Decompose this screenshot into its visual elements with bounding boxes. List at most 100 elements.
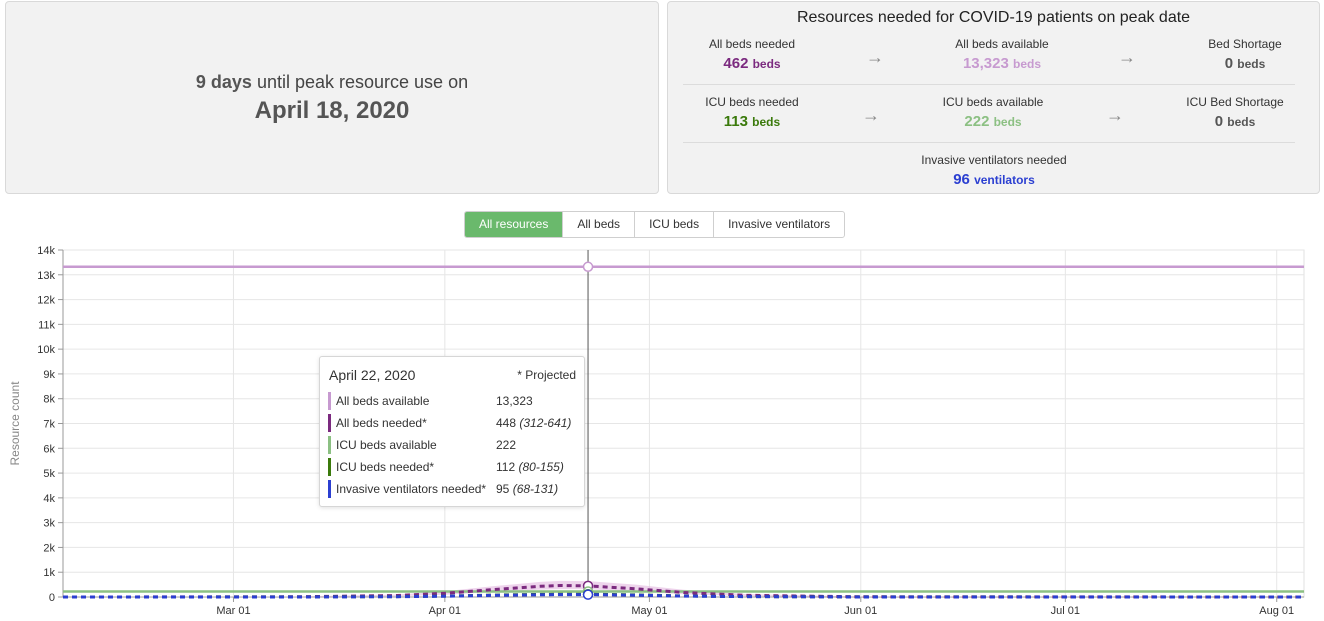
all-beds-needed: All beds needed 462 beds <box>652 37 852 72</box>
icu-beds-needed-number: 113 <box>723 113 748 130</box>
tooltip-value-range: (68-131) <box>512 482 559 496</box>
icu-beds-needed-unit: beds <box>752 115 781 129</box>
y-tick-label: 10k <box>37 344 55 356</box>
divider <box>683 142 1295 143</box>
all-beds-available-number: 13,323 <box>962 55 1009 72</box>
y-tick-label: 6k <box>43 443 55 455</box>
x-tick-label: May 01 <box>631 605 667 617</box>
icu-bed-shortage-label: ICU Bed Shortage <box>1186 95 1284 109</box>
bed-shortage-label: Bed Shortage <box>1208 37 1282 51</box>
tooltip-series-value: 222 <box>496 438 516 452</box>
x-tick-label: Apr 01 <box>429 605 461 617</box>
arrow-right-icon: → <box>1106 105 1124 125</box>
all-beds-available-unit: beds <box>1013 57 1042 71</box>
all-beds-needed-number: 462 <box>723 55 749 72</box>
tooltip-series-name: ICU beds available <box>336 438 437 452</box>
all-beds-available-label: All beds available <box>955 37 1049 51</box>
resource-tabs: All resources All beds ICU beds Invasive… <box>464 211 846 238</box>
tooltip-series-value: 112 (80-155) <box>496 460 564 474</box>
icu-beds-needed: ICU beds needed 113 beds <box>652 95 852 130</box>
y-tick-label: 9k <box>43 369 55 381</box>
tooltip-value-number: 112 <box>496 460 516 474</box>
tooltip-series-name: All beds needed* <box>336 416 427 430</box>
peak-date: April 18, 2020 <box>254 97 410 124</box>
icu-bed-shortage-unit: beds <box>1227 115 1256 129</box>
all-beds-needed-label: All beds needed <box>708 37 796 51</box>
tab-all-resources[interactable]: All resources <box>465 212 563 237</box>
icu-bed-shortage-value: 0 beds <box>1135 113 1324 130</box>
all-beds-available: All beds available 13,323 beds <box>902 37 1102 72</box>
tooltip-value-number: 448 <box>496 416 517 430</box>
y-tick-label: 4k <box>43 493 55 505</box>
tooltip-date: April 22, 2020 <box>329 367 416 383</box>
icu-beds-needed-value: 113 beds <box>652 113 852 130</box>
icu-beds-available-number: 222 <box>964 113 990 130</box>
tooltip-series-value: 13,323 <box>496 394 533 408</box>
tab-invasive-ventilators[interactable]: Invasive ventilators <box>713 212 844 237</box>
tooltip-series-name: All beds available <box>336 394 430 408</box>
y-tick-label: 7k <box>43 419 55 431</box>
tooltip-row: ICU beds needed* 112 (80-155) <box>328 458 578 476</box>
icu-beds-needed-label: ICU beds needed <box>705 95 799 109</box>
tab-all-beds[interactable]: All beds <box>562 212 634 237</box>
chart-tooltip: April 22, 2020 * Projected All beds avai… <box>319 356 585 507</box>
ventilators-needed: Invasive ventilators needed 96 ventilato… <box>894 153 1094 188</box>
arrow-right-icon: → <box>862 105 880 125</box>
y-tick-label: 1k <box>43 567 55 579</box>
series-color-swatch <box>328 458 331 476</box>
icu-beds-available: ICU beds available 222 beds <box>893 95 1093 130</box>
series-color-swatch <box>328 414 331 432</box>
y-tick-label: 13k <box>37 270 55 282</box>
series-color-swatch <box>328 436 331 454</box>
resources-title: Resources needed for COVID-19 patients o… <box>796 9 1191 26</box>
x-tick-label: Jun 01 <box>844 605 877 617</box>
tooltip-value-number: 222 <box>496 438 517 452</box>
arrow-right-icon: → <box>1118 47 1136 67</box>
tooltip-value-number: 13,323 <box>496 394 533 408</box>
hover-marker <box>582 589 594 600</box>
tab-icu-beds[interactable]: ICU beds <box>634 212 713 237</box>
tooltip-row: All beds available 13,323 <box>328 392 578 410</box>
y-tick-label: 12k <box>37 295 55 307</box>
tooltip-series-name: Invasive ventilators needed* <box>336 482 487 496</box>
y-tick-label: 0 <box>49 592 55 604</box>
tooltip-value-number: 95 <box>496 482 510 496</box>
all-beds-needed-unit: beds <box>752 57 781 71</box>
ventilators-needed-label: Invasive ventilators needed <box>921 153 1067 167</box>
until-text: until peak resource use on <box>256 72 469 92</box>
resource-chart[interactable]: 0 1k 2k 3k 4k 5k 6k 7k 8k 9k 10k 11k 12k 13k 14k Mar 01… <box>0 240 1324 621</box>
icu-beds-available-value: 222 beds <box>893 113 1093 130</box>
hover-marker <box>582 261 594 273</box>
divider <box>683 84 1295 85</box>
peak-date-card: 9 days until peak resource use on April … <box>5 1 659 194</box>
series-color-swatch <box>328 392 331 410</box>
ventilators-needed-unit: ventilators <box>974 173 1035 187</box>
resources-card: Resources needed for COVID-19 patients o… <box>667 1 1320 194</box>
confidence-band <box>63 580 1304 597</box>
y-axis-label: Resource count <box>8 381 22 466</box>
tooltip-row: All beds needed* 448 (312-641) <box>328 414 578 432</box>
ventilators-needed-value: 96 ventilators <box>894 171 1094 188</box>
icu-beds-available-label: ICU beds available <box>942 95 1044 109</box>
tooltip-projected-note: * Projected <box>517 368 576 382</box>
tooltip-value-range: (80-155) <box>518 460 564 474</box>
icu-bed-shortage-number: 0 <box>1214 113 1224 130</box>
y-tick-label: 3k <box>43 518 55 530</box>
x-tick-label: Mar 01 <box>216 605 250 617</box>
all-beds-needed-value: 462 beds <box>652 55 852 72</box>
icu-bed-shortage: ICU Bed Shortage 0 beds <box>1135 95 1324 130</box>
x-tick-label: Jul 01 <box>1051 605 1080 617</box>
tooltip-row: Invasive ventilators needed* 95 (68-131) <box>328 480 578 498</box>
y-tick-label: 2k <box>43 542 55 554</box>
x-tick-label: Aug 01 <box>1259 605 1294 617</box>
series-color-swatch <box>328 480 331 498</box>
bed-shortage-value: 0 beds <box>1145 55 1324 72</box>
days-count: 9 days <box>195 72 252 92</box>
y-tick-label: 5k <box>43 468 55 480</box>
icu-beds-available-unit: beds <box>993 115 1022 129</box>
tooltip-series-value: 448 (312-641) <box>496 416 571 430</box>
y-tick-label: 14k <box>37 245 55 257</box>
ventilators-needed-number: 96 <box>953 171 970 188</box>
series-line <box>63 593 1304 599</box>
tooltip-value-range: (312-641) <box>519 416 572 430</box>
